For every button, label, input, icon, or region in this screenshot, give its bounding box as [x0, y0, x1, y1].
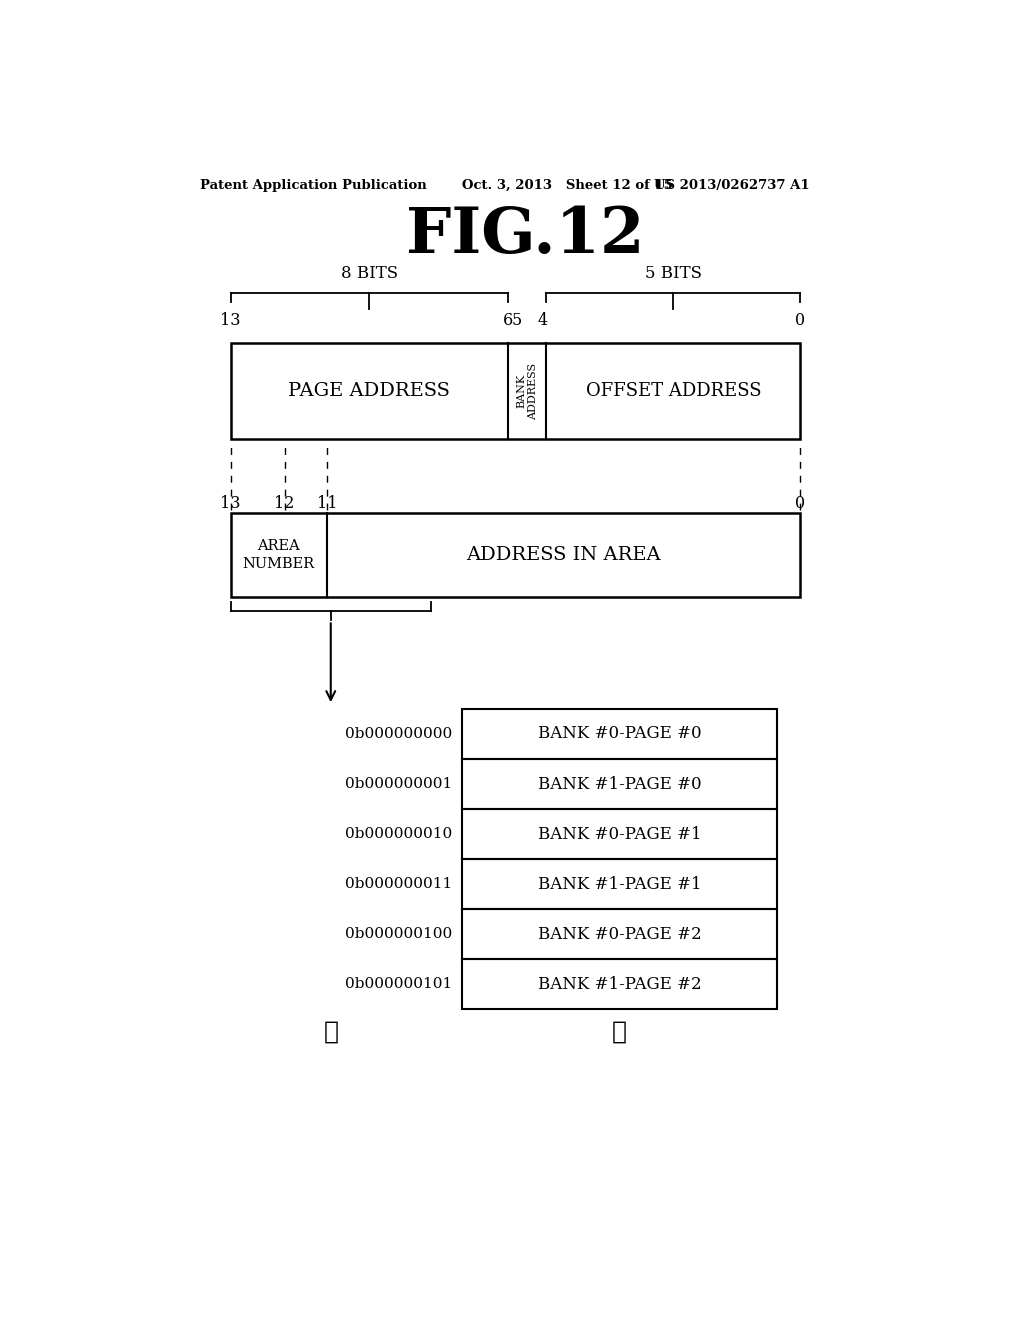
Text: PAGE ADDRESS: PAGE ADDRESS: [289, 383, 451, 400]
Text: 13: 13: [220, 495, 241, 512]
Bar: [462, 960, 777, 1010]
Text: BANK #1-PAGE #2: BANK #1-PAGE #2: [538, 975, 701, 993]
Text: ⋮: ⋮: [612, 1020, 627, 1044]
Bar: [462, 859, 777, 909]
Bar: [462, 909, 777, 960]
Bar: [462, 809, 777, 859]
Text: BANK #1-PAGE #0: BANK #1-PAGE #0: [538, 776, 701, 792]
Text: US 2013/0262737 A1: US 2013/0262737 A1: [654, 178, 810, 191]
Text: Patent Application Publication: Patent Application Publication: [200, 178, 427, 191]
Text: 0b000000001: 0b000000001: [345, 777, 453, 791]
Text: 5: 5: [512, 312, 522, 329]
Text: 13: 13: [220, 312, 241, 329]
Text: BANK #1-PAGE #1: BANK #1-PAGE #1: [538, 875, 701, 892]
Text: 0b000000010: 0b000000010: [345, 828, 453, 841]
Text: OFFSET ADDRESS: OFFSET ADDRESS: [586, 383, 761, 400]
Text: 0b000000101: 0b000000101: [345, 977, 453, 991]
Text: 8 BITS: 8 BITS: [341, 265, 397, 282]
Text: BANK #0-PAGE #2: BANK #0-PAGE #2: [538, 925, 701, 942]
Text: 12: 12: [274, 495, 295, 512]
Text: 0: 0: [796, 312, 806, 329]
Text: 4: 4: [538, 312, 548, 329]
Bar: [230, 343, 801, 440]
Text: 6: 6: [503, 312, 513, 329]
Text: BANK #0-PAGE #1: BANK #0-PAGE #1: [538, 825, 701, 842]
Text: 0b000000000: 0b000000000: [345, 727, 453, 741]
Bar: [462, 709, 777, 759]
Text: 11: 11: [316, 495, 337, 512]
Text: ADDRESS IN AREA: ADDRESS IN AREA: [466, 546, 662, 564]
Text: Oct. 3, 2013   Sheet 12 of 15: Oct. 3, 2013 Sheet 12 of 15: [462, 178, 673, 191]
Text: AREA
NUMBER: AREA NUMBER: [243, 539, 314, 572]
Text: BANK
ADDRESS: BANK ADDRESS: [516, 363, 538, 420]
Text: 0b000000011: 0b000000011: [345, 876, 453, 891]
Text: 5 BITS: 5 BITS: [645, 265, 701, 282]
Bar: [462, 759, 777, 809]
Text: ⋮: ⋮: [324, 1020, 338, 1044]
Text: 0b000000100: 0b000000100: [345, 927, 453, 941]
Text: 0: 0: [796, 495, 806, 512]
Text: FIG.12: FIG.12: [406, 205, 644, 265]
Bar: [230, 512, 801, 598]
Text: BANK #0-PAGE #0: BANK #0-PAGE #0: [538, 726, 701, 742]
